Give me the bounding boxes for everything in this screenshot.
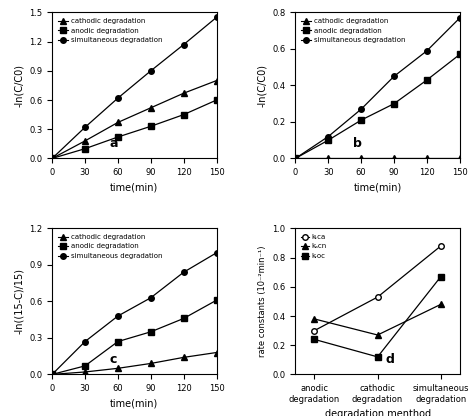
- X-axis label: time(min): time(min): [110, 183, 158, 193]
- X-axis label: degradation menthod: degradation menthod: [325, 409, 431, 416]
- X-axis label: time(min): time(min): [110, 399, 158, 409]
- Y-axis label: rate constants (10⁻²min⁻¹): rate constants (10⁻²min⁻¹): [258, 246, 267, 357]
- Legend: cathodic degradation, anodic degradation, simultaneous degradation: cathodic degradation, anodic degradation…: [299, 16, 408, 45]
- X-axis label: time(min): time(min): [354, 183, 402, 193]
- Legend: kₜca, kₐcn, kᵣoc: kₜca, kₐcn, kᵣoc: [299, 232, 328, 261]
- Text: c: c: [109, 353, 117, 366]
- Legend: cathodic degradation, anodic degradation, simultaneous degradation: cathodic degradation, anodic degradation…: [55, 232, 164, 261]
- Legend: cathodic degradation, anodic degradation, simultaneous degradation: cathodic degradation, anodic degradation…: [55, 16, 164, 45]
- Y-axis label: -ln(C/C0): -ln(C/C0): [257, 64, 267, 107]
- Y-axis label: -ln((15-C)/15): -ln((15-C)/15): [14, 268, 24, 334]
- Text: d: d: [386, 353, 395, 366]
- Y-axis label: -ln(C/C0): -ln(C/C0): [14, 64, 24, 107]
- Text: b: b: [353, 137, 362, 150]
- Text: a: a: [109, 137, 118, 150]
